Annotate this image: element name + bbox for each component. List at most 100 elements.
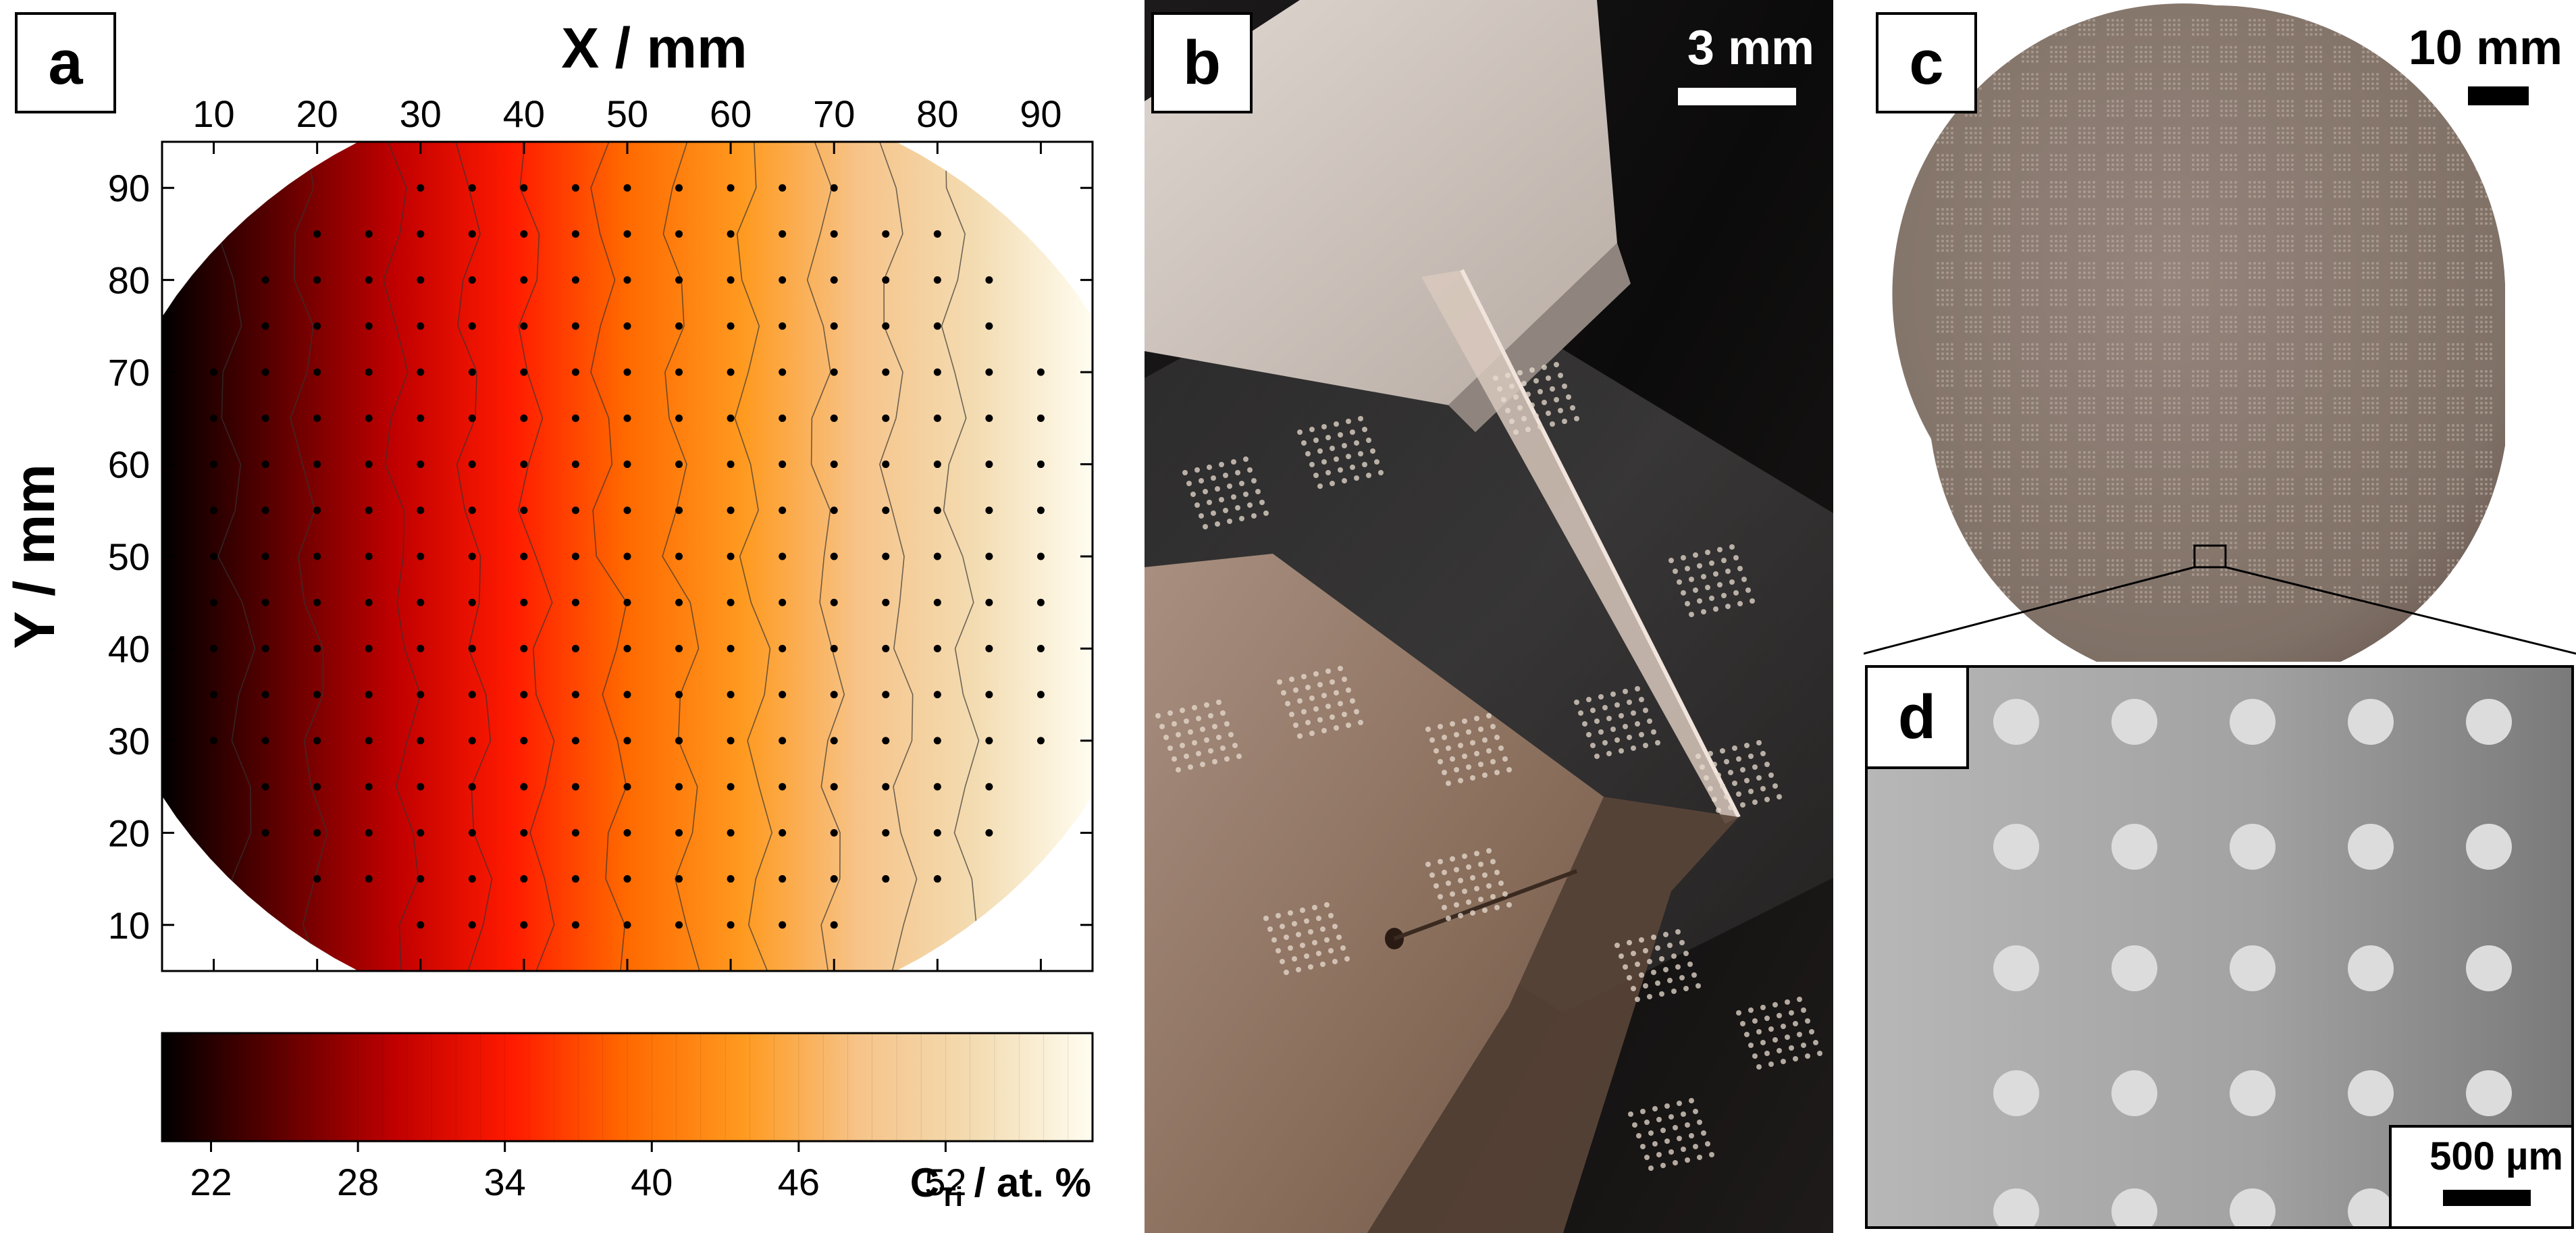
measurement-point [830,737,838,745]
measurement-point [985,414,993,422]
measurement-point [623,921,631,929]
measurement-point [675,552,683,560]
measurement-point [933,414,941,422]
measurement-point [779,322,787,330]
measurement-point [727,829,735,837]
measurement-point [933,368,941,376]
y-tick-label: 30 [108,720,150,762]
measurement-point [1036,644,1045,652]
cantilever-photo [1145,0,1833,1233]
measurement-point [571,184,579,192]
measurement-point [779,875,787,883]
y-tick-label: 40 [108,627,150,670]
measurement-point [417,783,425,791]
measurement-point [985,506,993,515]
measurement-point [468,461,476,469]
y-tick-label: 90 [108,167,150,209]
measurement-point [365,322,373,330]
sem-dot [2230,824,2276,870]
measurement-point [779,921,787,929]
measurement-point [313,276,321,284]
sem-dot [1993,699,2039,745]
measurement-point [417,506,425,515]
measurement-point [830,829,838,837]
measurement-point [830,691,838,699]
x-tick-label: 30 [400,93,442,135]
sem-dot [2111,1188,2157,1226]
measurement-point [210,506,218,515]
measurement-point [313,829,321,837]
measurement-point [882,368,890,376]
measurement-point [520,552,528,560]
measurement-point [623,875,631,883]
contour-line [941,142,980,971]
measurement-point [520,461,528,469]
scalebar-b [1678,88,1796,105]
measurement-point [571,921,579,929]
measurement-point [520,276,528,284]
sem-dot [1993,824,2039,870]
x-tick-label: 90 [1020,93,1061,135]
sem-dot [2466,1070,2512,1116]
measurement-point [882,552,890,560]
measurement-point [1036,598,1045,606]
measurement-point [1036,414,1045,422]
measurement-point [933,461,941,469]
measurement-point [210,368,218,376]
measurement-point [520,322,528,330]
x-tick-label: 10 [192,93,234,135]
wafer-photo [1864,3,2576,662]
scalebar-box-d [2389,1125,2571,1226]
measurement-point [417,552,425,560]
measurement-point [468,598,476,606]
y-axis-label: Y / mm [3,464,66,649]
y-tick-label: 60 [108,444,150,486]
measurement-point [779,783,787,791]
panel-label-c: c [1876,12,1977,113]
measurement-point [985,644,993,652]
measurement-point [417,184,425,192]
measurement-point [882,783,890,791]
measurement-point [365,829,373,837]
measurement-point [571,414,579,422]
measurement-point [675,598,683,606]
measurement-point [779,461,787,469]
sem-dot [2348,1188,2394,1226]
measurement-point [365,691,373,699]
measurement-point [417,598,425,606]
y-tick-label: 20 [108,812,150,854]
measurement-point [261,783,269,791]
scalebar-label-d: 500 µm [2429,1134,2563,1178]
measurement-point [313,691,321,699]
measurement-point [830,598,838,606]
measurement-point [675,230,683,238]
measurement-point [313,875,321,883]
measurement-point [261,691,269,699]
colorbar-tick-label: 46 [778,1161,820,1203]
measurement-point [571,829,579,837]
measurement-point [623,598,631,606]
measurement-point [882,691,890,699]
measurement-point [675,506,683,515]
contour-line [590,142,627,971]
measurement-point [365,506,373,515]
measurement-point [985,783,993,791]
measurement-point [571,368,579,376]
measurement-point [830,552,838,560]
measurement-point [623,461,631,469]
contour-line [383,142,421,971]
measurement-point [365,414,373,422]
measurement-point [261,322,269,330]
measurement-point [675,414,683,422]
measurement-point [365,230,373,238]
measurement-point [933,737,941,745]
colorbar-tick-label: 28 [337,1161,379,1203]
measurement-point [675,875,683,883]
contour-line [290,142,328,971]
measurement-point [933,829,941,837]
measurement-point [468,552,476,560]
measurement-point [882,276,890,284]
sem-dot [2348,824,2394,870]
sem-dot [2348,699,2394,745]
measurement-point [779,644,787,652]
